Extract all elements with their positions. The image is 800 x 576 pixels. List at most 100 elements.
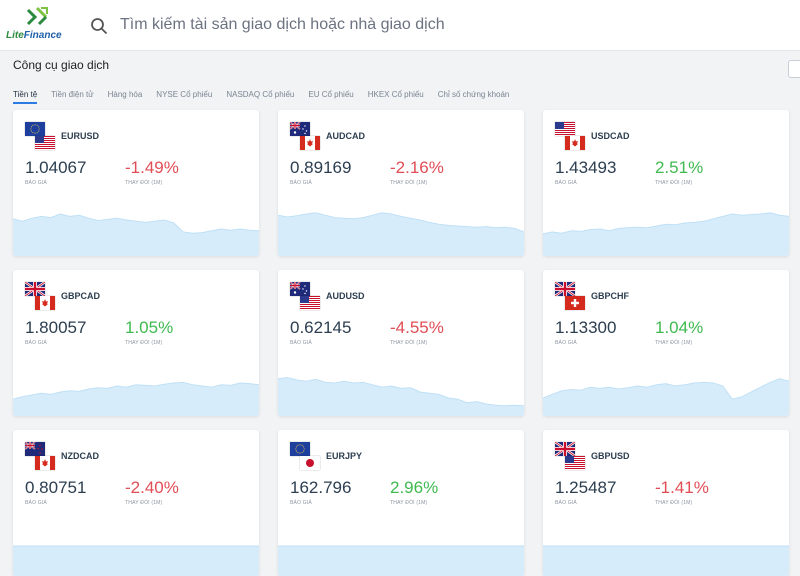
category-tabs: Tiền tệ Tiền điện tử Hàng hóa NYSE Cổ phiếu… (13, 84, 523, 104)
gb-flag-icon (24, 281, 46, 297)
instrument-card-nzdcad[interactable]: NZDCAD 0.80751 BÁO GIÁ -2.40% THAY ĐỔI (1M) (13, 430, 259, 576)
us-flag-icon (565, 456, 585, 470)
price-sparkline (278, 212, 524, 256)
change-percent: -1.41% (655, 478, 709, 497)
tab-4[interactable]: NASDAQ Cổ phiếu (226, 90, 295, 99)
instrument-symbol: AUDCAD (326, 131, 365, 141)
change-percent-label: THAY ĐỔI (1M) (390, 180, 428, 186)
tab-5[interactable]: EU Cổ phiếu (308, 90, 354, 99)
us-flag-icon (35, 136, 55, 150)
ca-flag-icon (565, 136, 585, 150)
quote-price: 162.796 (290, 478, 352, 497)
gb-flag-icon (554, 441, 576, 457)
tab-0[interactable]: Tiền tệ (13, 90, 38, 104)
instrument-card-audusd[interactable]: AUDUSD 0.62145 BÁO GIÁ -4.55% THAY ĐỔI (1M) (278, 270, 524, 416)
change-percent: 2.96% (390, 478, 439, 497)
litefinance-logo[interactable]: LiteFinance (4, 6, 70, 44)
tab-6[interactable]: HKEX Cổ phiếu (367, 90, 424, 99)
instrument-card-gbpusd[interactable]: GBPUSD 1.25487 BÁO GIÁ -1.41% THAY ĐỔI (1M) (543, 430, 789, 576)
gb-flag-icon (554, 281, 576, 297)
instrument-symbol: GBPUSD (591, 451, 630, 461)
quote-price: 1.13300 (555, 318, 617, 337)
sparkline-area (278, 212, 524, 256)
quote-price: 1.25487 (555, 478, 617, 497)
currency-pair-flags (290, 442, 322, 474)
price-sparkline (278, 545, 524, 576)
price-sparkline (543, 212, 789, 256)
instrument-symbol: EURJPY (326, 451, 363, 461)
instrument-symbol: USDCAD (591, 131, 630, 141)
section-title: Công cụ giao dịch (13, 58, 110, 72)
currency-pair-flags (289, 121, 322, 154)
instrument-card-usdcad[interactable]: USDCAD 1.43493 BÁO GIÁ 2.51% THAY ĐỔI (1M) (543, 110, 789, 256)
currency-pair-flags (554, 441, 587, 474)
ca-flag-icon (35, 296, 55, 310)
search-icon[interactable] (90, 17, 108, 35)
quote-price-label: BÁO GIÁ (25, 500, 47, 506)
tab-3[interactable]: NYSE Cổ phiếu (156, 90, 213, 99)
change-percent: 2.51% (655, 158, 704, 177)
instrument-symbol: GBPCAD (61, 291, 101, 301)
quote-price: 1.80057 (25, 318, 87, 337)
quote-price: 1.43493 (555, 158, 617, 177)
au-flag-icon (289, 281, 310, 296)
price-sparkline (13, 213, 259, 256)
change-percent-label: THAY ĐỔI (1M) (125, 500, 163, 506)
change-percent-label: THAY ĐỔI (1M) (390, 340, 428, 346)
jp-flag-icon (300, 456, 320, 470)
sparkline-area (543, 546, 789, 576)
sparkline-area (278, 546, 524, 576)
change-percent-label: THAY ĐỔI (1M) (125, 340, 163, 346)
quote-price-label: BÁO GIÁ (555, 500, 577, 506)
sparkline-area (543, 212, 789, 256)
tab-2[interactable]: Hàng hóa (107, 90, 143, 99)
sparkline-line (278, 212, 524, 233)
us-flag-icon (555, 122, 575, 136)
change-percent: 1.04% (655, 318, 704, 337)
instrument-card-gbpchf[interactable]: GBPCHF 1.13300 BÁO GIÁ 1.04% THAY ĐỔI (1M) (543, 270, 789, 416)
sparkline-area (278, 377, 524, 416)
tab-1[interactable]: Tiền điện tử (51, 90, 94, 99)
change-percent-label: THAY ĐỔI (1M) (655, 180, 693, 186)
price-sparkline (278, 377, 524, 416)
change-percent-label: THAY ĐỔI (1M) (390, 500, 428, 506)
instrument-symbol: NZDCAD (61, 451, 99, 461)
ca-flag-icon (35, 456, 55, 470)
sparkline-area (13, 546, 259, 576)
quote-price: 0.62145 (290, 318, 352, 337)
change-percent-label: THAY ĐỔI (1M) (655, 340, 693, 346)
change-percent: 1.05% (125, 318, 174, 337)
price-sparkline (13, 381, 259, 416)
sparkline-area (543, 378, 789, 416)
instrument-card-audcad[interactable]: AUDCAD 0.89169 BÁO GIÁ -2.16% THAY ĐỔI (1M) (278, 110, 524, 256)
currency-pair-flags (554, 281, 587, 314)
change-percent-label: THAY ĐỔI (1M) (125, 180, 163, 186)
us-flag-icon (300, 296, 320, 310)
instrument-card-eurusd[interactable]: EURUSD 1.04067 BÁO GIÁ -1.49% THAY ĐỔI (1M) (13, 110, 259, 256)
currency-pair-flags (24, 281, 57, 314)
sparkline-line (543, 378, 789, 400)
eu-flag-icon (290, 442, 310, 456)
currency-pair-flags (24, 441, 57, 474)
sparkline-line (13, 381, 259, 400)
logo-wordmark: LiteFinance (6, 30, 62, 41)
price-sparkline (543, 545, 789, 576)
tab-7[interactable]: Chỉ số chứng khoán (437, 90, 510, 99)
quote-price: 0.80751 (25, 478, 87, 497)
logo-mark-icon (26, 6, 48, 26)
instrument-symbol: GBPCHF (591, 291, 629, 301)
scroll-edge-button[interactable] (788, 60, 800, 78)
nz-flag-icon (24, 441, 45, 456)
instrument-card-eurjpy[interactable]: EURJPY 162.796 BÁO GIÁ 2.96% THAY ĐỔI (1M) (278, 430, 524, 576)
price-sparkline (13, 545, 259, 576)
sparkline-area (13, 382, 259, 416)
instrument-card-gbpcad[interactable]: GBPCAD 1.80057 BÁO GIÁ 1.05% THAY ĐỔI (1M) (13, 270, 259, 416)
quote-price: 0.89169 (290, 158, 352, 177)
search-input[interactable] (120, 13, 620, 37)
currency-pair-flags (555, 122, 587, 154)
sparkline-area (13, 214, 259, 256)
quote-price-label: BÁO GIÁ (290, 180, 312, 186)
currency-pair-flags (25, 122, 57, 154)
instrument-symbol: AUDUSD (326, 291, 365, 301)
eu-flag-icon (25, 122, 45, 136)
